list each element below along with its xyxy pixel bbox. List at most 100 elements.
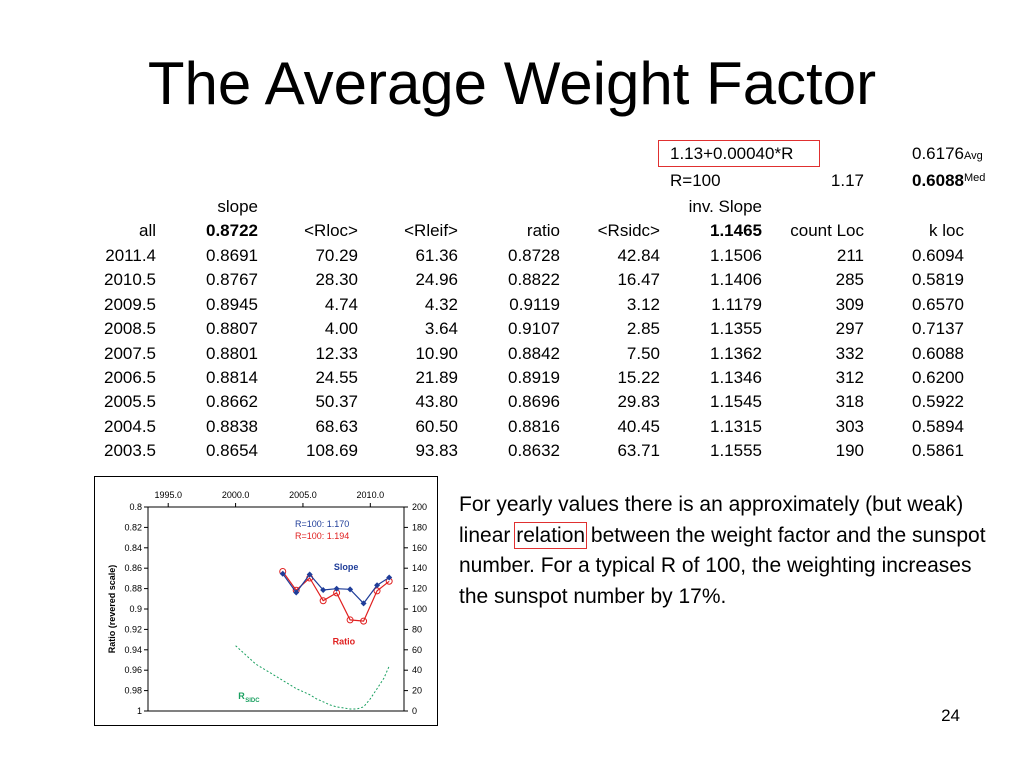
cell-slope: 0.8767 bbox=[206, 270, 258, 290]
slope-label: slope bbox=[217, 197, 258, 216]
cell-ratio: 0.8696 bbox=[508, 392, 560, 412]
cell-slope: 0.8807 bbox=[206, 319, 258, 339]
y-left-tick-label: 0.8 bbox=[129, 502, 142, 512]
header-ratio: ratio bbox=[526, 221, 560, 240]
y-left-tick-label: 0.9 bbox=[129, 604, 142, 614]
y-right-tick-label: 100 bbox=[412, 604, 427, 614]
cell-rleif: 3.64 bbox=[424, 319, 458, 339]
cell-kloc: 0.6094 bbox=[912, 246, 964, 265]
y-left-tick-label: 0.94 bbox=[124, 645, 142, 655]
data-point-slope bbox=[293, 589, 300, 596]
cell-rleif: 21.89 bbox=[415, 368, 458, 387]
cell-kloc: 0.5861 bbox=[912, 441, 964, 461]
cell-rsidc: 16.47 bbox=[617, 270, 660, 290]
avg-label: Avg bbox=[964, 150, 983, 162]
cell-slope: 0.8838 bbox=[206, 416, 258, 436]
cell-year: 2009.5 bbox=[104, 294, 156, 314]
y-left-tick-label: 0.88 bbox=[124, 584, 142, 594]
x-tick-label: 2000.0 bbox=[222, 490, 250, 500]
header-slope: 0.8722 bbox=[206, 221, 258, 240]
cell-rloc: 4.00 bbox=[324, 319, 358, 339]
header-count: count Loc bbox=[790, 221, 864, 240]
formula-text: 1.13+0.00040*R bbox=[670, 144, 794, 163]
data-point-slope bbox=[279, 570, 286, 577]
x-tick-label: 2005.0 bbox=[289, 490, 317, 500]
series-line-rsidc bbox=[235, 645, 390, 710]
paragraph-text-after: between the weight factor and the sunspo… bbox=[459, 523, 986, 608]
explanation-paragraph: For yearly values there is an approximat… bbox=[459, 490, 999, 612]
cell-rsidc: 42.84 bbox=[617, 246, 660, 265]
cell-invslope: 1.1346 bbox=[710, 368, 762, 387]
legend-item-slope-fit: R=100: 1.170 bbox=[295, 519, 349, 529]
cell-slope: 0.8801 bbox=[206, 343, 258, 363]
series-label-slope: Slope bbox=[334, 562, 359, 572]
page-number: 24 bbox=[941, 706, 960, 725]
cell-rloc: 50.37 bbox=[315, 392, 358, 412]
data-point-slope bbox=[320, 587, 327, 594]
data-point-slope bbox=[306, 571, 313, 578]
data-point-ratio bbox=[319, 597, 327, 605]
cell-invslope: 1.1179 bbox=[711, 294, 762, 314]
series-label-rsidc-subscript: SIDC bbox=[245, 698, 260, 704]
y-right-tick-label: 20 bbox=[412, 686, 422, 696]
cell-count: 211 bbox=[836, 246, 864, 265]
y-left-tick-label: 0.86 bbox=[124, 563, 142, 573]
cell-ratio: 0.8919 bbox=[508, 368, 560, 387]
cell-year: 2003.5 bbox=[104, 441, 156, 461]
cell-ratio: 0.8816 bbox=[508, 416, 560, 436]
y-right-tick-label: 180 bbox=[412, 522, 427, 532]
cell-year: 2008.5 bbox=[104, 319, 156, 339]
cell-year: 2007.5 bbox=[104, 343, 156, 363]
cell-invslope: 1.1362 bbox=[710, 343, 762, 363]
cell-year: 2004.5 bbox=[104, 416, 156, 436]
cell-count: 312 bbox=[835, 368, 864, 387]
cell-year: 2010.5 bbox=[104, 270, 156, 290]
cell-rleif: 93.83 bbox=[415, 441, 458, 461]
cell-rsidc: 63.71 bbox=[617, 441, 660, 461]
cell-slope: 0.8662 bbox=[206, 392, 258, 412]
cell-rleif: 60.50 bbox=[415, 416, 458, 436]
data-point-slope bbox=[333, 585, 340, 592]
cell-rleif: 61.36 bbox=[415, 246, 458, 265]
cell-ratio: 0.9119 bbox=[509, 294, 560, 314]
header-rleif: <Rleif> bbox=[404, 221, 458, 240]
cell-year: 2005.5 bbox=[104, 392, 156, 412]
cell-rleif: 43.80 bbox=[415, 392, 458, 412]
paragraph-text-before: For yearly values there is an approximat… bbox=[459, 493, 964, 547]
cell-count: 303 bbox=[835, 416, 864, 436]
y-right-tick-label: 140 bbox=[412, 563, 427, 573]
cell-rleif: 4.32 bbox=[424, 294, 458, 314]
cell-ratio: 0.8632 bbox=[508, 441, 560, 461]
cell-slope: 0.8814 bbox=[206, 368, 258, 387]
data-point-slope bbox=[347, 586, 354, 593]
formula-highlight-box bbox=[658, 140, 820, 167]
cell-rleif: 24.96 bbox=[415, 270, 458, 290]
cell-year: 2006.5 bbox=[104, 368, 156, 387]
cell-rsidc: 29.83 bbox=[617, 392, 660, 412]
y-left-tick-label: 0.92 bbox=[124, 624, 142, 634]
cell-count: 332 bbox=[835, 343, 864, 363]
y-left-tick-label: 1 bbox=[137, 706, 142, 716]
y-left-tick-label: 0.84 bbox=[124, 543, 142, 553]
cell-kloc: 0.5819 bbox=[912, 270, 964, 290]
cell-rsidc: 40.45 bbox=[617, 416, 660, 436]
cell-rloc: 70.29 bbox=[315, 246, 358, 265]
series-label-rsidc: R bbox=[238, 691, 245, 701]
cell-rloc: 12.33 bbox=[315, 343, 358, 363]
cell-year: 2011.4 bbox=[105, 246, 156, 265]
header-rloc: <Rloc> bbox=[304, 221, 358, 240]
inv-slope-label: inv. Slope bbox=[688, 197, 762, 216]
cell-count: 309 bbox=[835, 294, 864, 314]
y-right-tick-label: 0 bbox=[412, 706, 417, 716]
y-left-tick-label: 0.82 bbox=[124, 522, 142, 532]
cell-invslope: 1.1355 bbox=[710, 319, 762, 339]
highlighted-word-relation: relation bbox=[514, 521, 588, 549]
cell-invslope: 1.1555 bbox=[710, 441, 762, 461]
data-point-ratio bbox=[360, 617, 368, 625]
cell-rloc: 24.55 bbox=[315, 368, 358, 387]
slide-title: The Average Weight Factor bbox=[147, 50, 877, 117]
cell-ratio: 0.8842 bbox=[508, 343, 560, 363]
cell-kloc: 0.6570 bbox=[912, 294, 964, 314]
x-tick-label: 1995.0 bbox=[154, 490, 182, 500]
series-label-ratio: Ratio bbox=[333, 637, 356, 647]
